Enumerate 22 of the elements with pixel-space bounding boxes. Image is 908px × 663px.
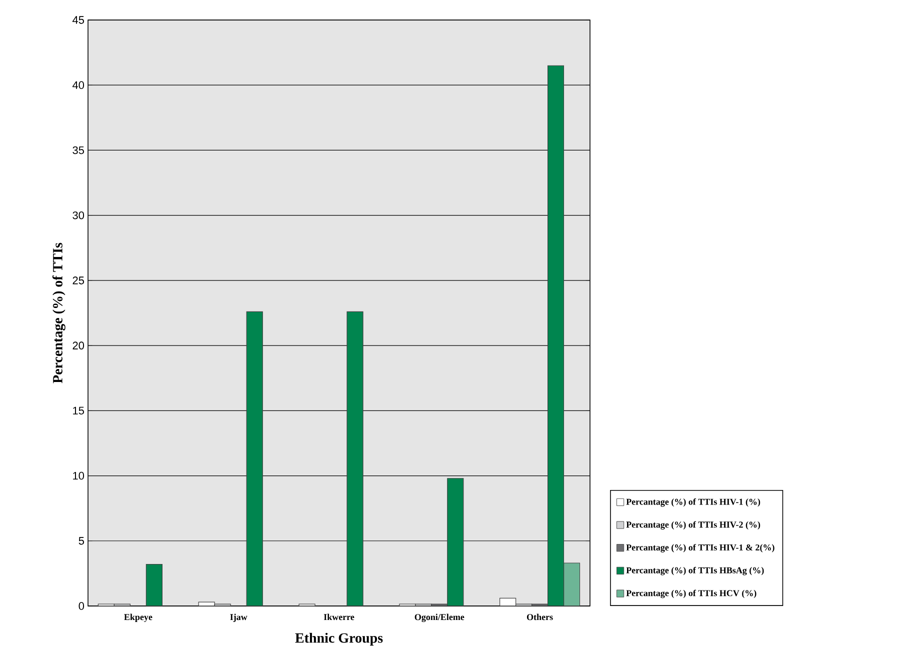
y-tick-label: 45 xyxy=(72,16,84,24)
y-tick-label: 20 xyxy=(72,342,84,350)
x-tick-label: Ijaw xyxy=(230,614,248,622)
legend-label: Percantage (%) of TTIs HIV-2 (%) xyxy=(626,521,760,530)
y-axis-title: Percentage (%) of TTIs xyxy=(52,242,66,384)
legend-label: Percantage (%) of TTIs HCV (%) xyxy=(626,590,756,598)
legend-label: Percantage (%) of TTIs HIV-1 (%) xyxy=(626,498,760,507)
x-tick-label: Others xyxy=(526,614,553,620)
y-tick-label: 5 xyxy=(78,537,84,545)
legend-label: Percantage (%) of TTIs HBsAg (%) xyxy=(626,566,764,576)
legend-label: Percantage (%) of TTIs HIV-1 & 2(%) xyxy=(626,544,774,552)
y-tick-label: 35 xyxy=(72,146,84,154)
y-tick-label: 40 xyxy=(72,81,84,89)
y-tick-label: 0 xyxy=(78,602,84,610)
y-tick-label: 30 xyxy=(72,211,84,220)
y-tick-label: 10 xyxy=(73,472,84,480)
x-tick-label: Ekpeye xyxy=(124,614,152,622)
y-tick-label: 25 xyxy=(72,276,84,284)
x-tick-label: Ogoni/Eleme xyxy=(414,614,464,622)
x-tick-label: Ikwerre xyxy=(324,614,354,620)
x-axis-title: Ethnic Groups xyxy=(295,632,383,646)
y-tick-label: 15 xyxy=(73,406,84,414)
